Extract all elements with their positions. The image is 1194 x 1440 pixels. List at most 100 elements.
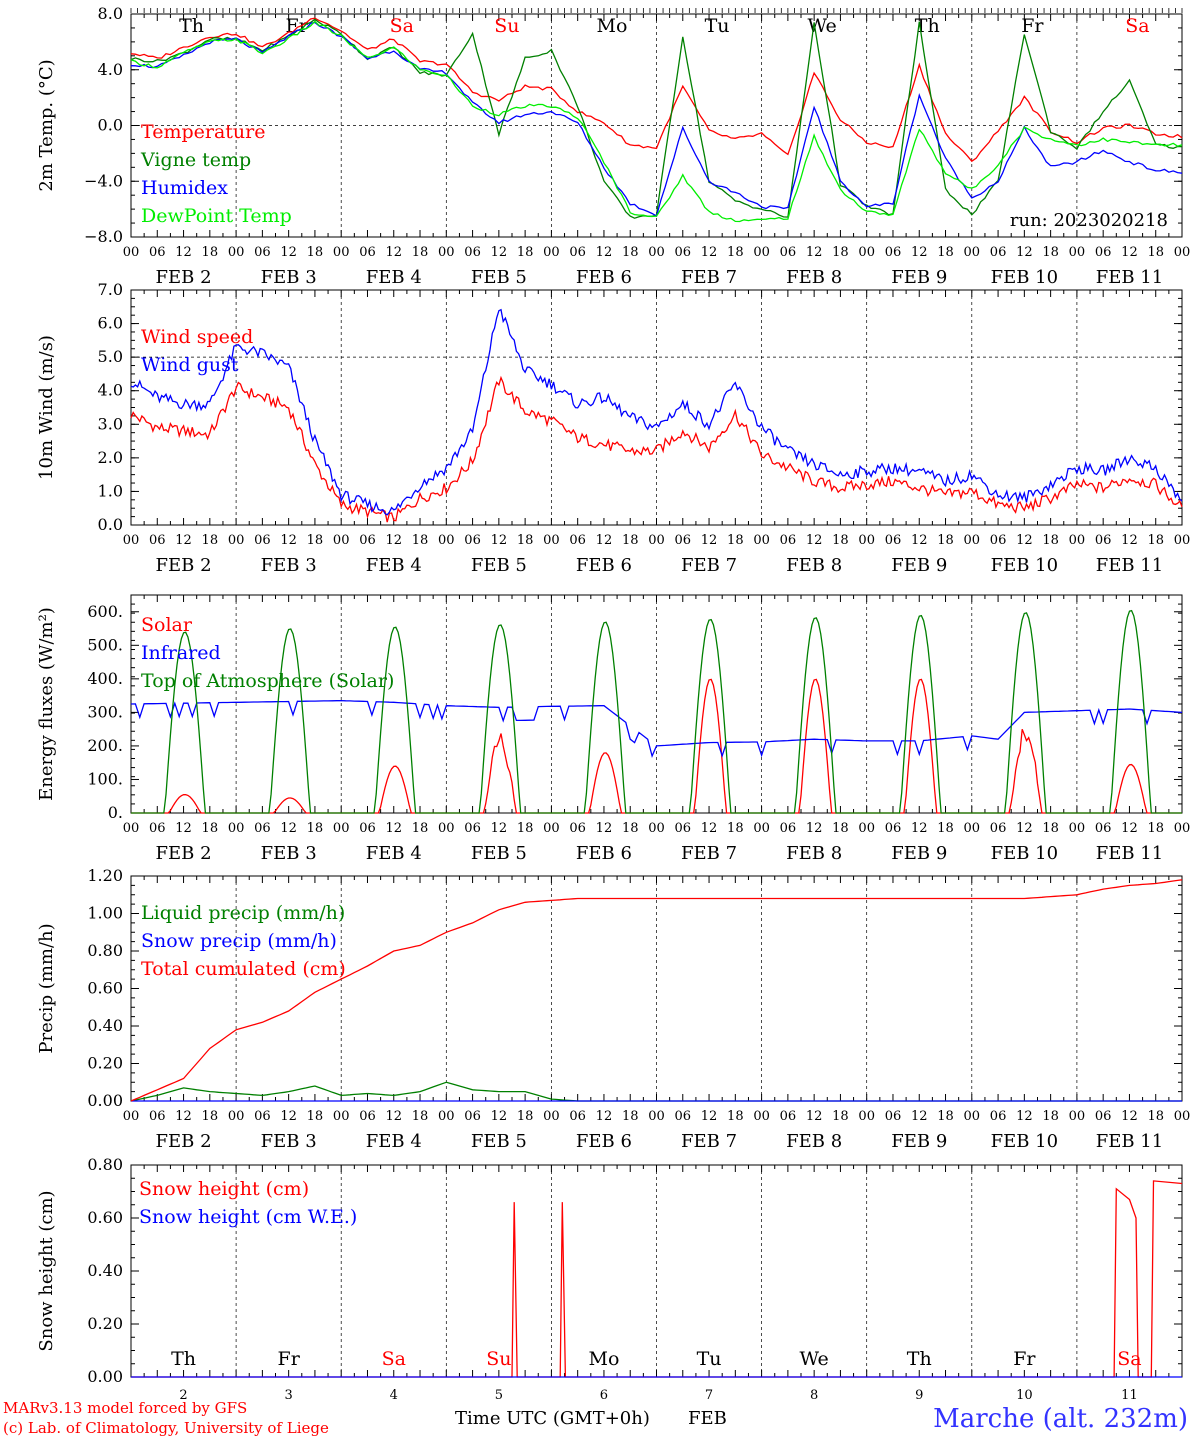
hour-label: 06 bbox=[885, 533, 902, 548]
date-label: FEB 2 bbox=[156, 1131, 212, 1152]
hour-label: 12 bbox=[806, 1109, 823, 1124]
hour-label: 12 bbox=[1016, 1109, 1033, 1124]
hour-label: 12 bbox=[806, 821, 823, 836]
hour-label: 00 bbox=[123, 533, 140, 548]
hour-label: 06 bbox=[254, 1109, 271, 1124]
hour-label: 18 bbox=[832, 533, 849, 548]
legend-entry: Liquid precip (mm/h) bbox=[141, 902, 345, 924]
hour-label: 12 bbox=[806, 533, 823, 548]
date-label: FEB 11 bbox=[1096, 843, 1163, 864]
legend-entry: Infrared bbox=[141, 642, 221, 664]
date-label: FEB 5 bbox=[471, 1131, 527, 1152]
date-label: FEB 6 bbox=[576, 843, 632, 864]
hour-label: 06 bbox=[464, 245, 481, 260]
hour-label: 06 bbox=[464, 533, 481, 548]
y-tick-label: 0.60 bbox=[87, 979, 123, 998]
hour-label: 18 bbox=[727, 821, 744, 836]
hour-label: 06 bbox=[254, 821, 271, 836]
day-name: Fr bbox=[1013, 1348, 1036, 1370]
date-label: FEB 4 bbox=[366, 843, 422, 864]
hour-label: 18 bbox=[307, 245, 324, 260]
legend-entry: Top of Atmosphere (Solar) bbox=[141, 670, 394, 692]
hour-label: 06 bbox=[359, 533, 376, 548]
hour-label: 06 bbox=[464, 1109, 481, 1124]
hour-label: 00 bbox=[858, 533, 875, 548]
y-tick-label: 0.40 bbox=[87, 1016, 123, 1035]
hour-label: 18 bbox=[1042, 245, 1059, 260]
day-name: Mo bbox=[588, 1348, 619, 1370]
hour-label: 06 bbox=[675, 245, 692, 260]
y-tick-label: 1.20 bbox=[87, 866, 123, 885]
day-name: Fr bbox=[1021, 15, 1044, 37]
hour-label: 00 bbox=[1174, 533, 1191, 548]
hour-label: 00 bbox=[753, 245, 770, 260]
series-line-dewpoint-temp bbox=[130, 20, 1183, 223]
hour-label: 00 bbox=[438, 245, 455, 260]
date-label: FEB 7 bbox=[681, 267, 737, 288]
hour-label: 00 bbox=[543, 533, 560, 548]
y-tick-label: 3.0 bbox=[98, 414, 123, 433]
y-tick-label: 0. bbox=[108, 803, 123, 822]
date-label: FEB 4 bbox=[366, 555, 422, 576]
date-label: FEB 9 bbox=[891, 555, 947, 576]
legend-entry: Wind gust bbox=[141, 354, 239, 376]
day-name: Sa bbox=[1117, 1348, 1141, 1370]
y-axis-title: Precip (mm/h) bbox=[36, 923, 57, 1053]
hour-label: 00 bbox=[543, 245, 560, 260]
series-line-wind-gust bbox=[130, 308, 1183, 516]
hour-label: 00 bbox=[648, 821, 665, 836]
date-label: FEB 10 bbox=[991, 1131, 1058, 1152]
day-number: 7 bbox=[705, 1388, 713, 1403]
hour-label: 00 bbox=[333, 821, 350, 836]
y-axis-title: Snow height (cm) bbox=[36, 1190, 57, 1351]
date-label: FEB 3 bbox=[261, 555, 317, 576]
hour-label: 06 bbox=[990, 245, 1007, 260]
hour-label: 00 bbox=[858, 821, 875, 836]
date-label: FEB 6 bbox=[576, 555, 632, 576]
hour-label: 00 bbox=[1069, 245, 1086, 260]
hour-label: 06 bbox=[675, 821, 692, 836]
hour-label: 12 bbox=[280, 245, 297, 260]
day-number: 10 bbox=[1016, 1388, 1033, 1403]
hour-label: 18 bbox=[937, 821, 954, 836]
hour-label: 06 bbox=[569, 821, 586, 836]
hour-label: 18 bbox=[202, 533, 219, 548]
hour-label: 06 bbox=[780, 245, 797, 260]
y-tick-label: 1.0 bbox=[98, 481, 123, 500]
hour-label: 00 bbox=[438, 1109, 455, 1124]
y-tick-label: 400. bbox=[87, 669, 123, 688]
day-name: Su bbox=[486, 1348, 511, 1370]
day-name: Th bbox=[171, 1348, 196, 1370]
hour-label: 06 bbox=[149, 821, 166, 836]
date-label: FEB 10 bbox=[991, 555, 1058, 576]
hour-label: 18 bbox=[1042, 821, 1059, 836]
hour-label: 00 bbox=[123, 1109, 140, 1124]
y-tick-label: 600. bbox=[87, 602, 123, 621]
y-tick-label: −8.0 bbox=[84, 227, 123, 246]
hour-label: 12 bbox=[385, 1109, 402, 1124]
hour-label: 12 bbox=[175, 1109, 192, 1124]
date-label: FEB 8 bbox=[786, 555, 842, 576]
hour-label: 06 bbox=[569, 1109, 586, 1124]
date-label: FEB 2 bbox=[156, 267, 212, 288]
hour-label: 18 bbox=[307, 1109, 324, 1124]
date-label: FEB 5 bbox=[471, 267, 527, 288]
legend-entry: Solar bbox=[141, 614, 193, 636]
series-line-wind-speed bbox=[130, 375, 1183, 523]
hour-label: 12 bbox=[175, 533, 192, 548]
hour-label: 00 bbox=[964, 533, 981, 548]
hour-label: 00 bbox=[438, 821, 455, 836]
hour-label: 12 bbox=[596, 245, 613, 260]
day-name: We bbox=[808, 15, 837, 37]
hour-label: 18 bbox=[517, 821, 534, 836]
hour-label: 12 bbox=[175, 821, 192, 836]
hour-label: 18 bbox=[1147, 821, 1164, 836]
date-label: FEB 2 bbox=[156, 555, 212, 576]
hour-label: 12 bbox=[701, 533, 718, 548]
y-tick-label: 0.20 bbox=[87, 1314, 123, 1333]
y-tick-label: 0.80 bbox=[87, 1155, 123, 1174]
hour-label: 06 bbox=[149, 245, 166, 260]
hour-label: 18 bbox=[412, 821, 429, 836]
hour-label: 12 bbox=[1121, 245, 1138, 260]
hour-label: 00 bbox=[543, 1109, 560, 1124]
